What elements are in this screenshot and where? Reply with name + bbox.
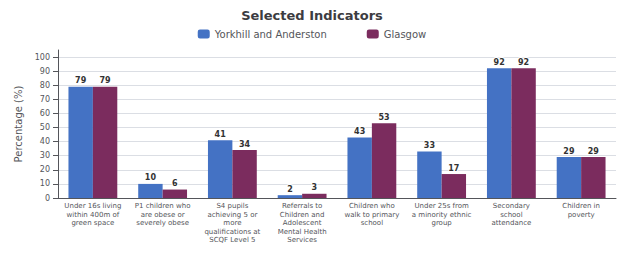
svg-text:29: 29: [588, 147, 600, 156]
svg-text:33: 33: [424, 141, 435, 150]
svg-text:Under 16s living: Under 16s living: [64, 202, 121, 210]
svg-text:2: 2: [287, 185, 293, 194]
svg-text:poverty: poverty: [568, 211, 595, 219]
svg-text:Children and: Children and: [280, 211, 325, 219]
svg-text:80: 80: [40, 81, 50, 90]
svg-text:S4 pupils: S4 pupils: [216, 202, 248, 210]
svg-text:Adolescent: Adolescent: [283, 219, 322, 227]
svg-text:50: 50: [40, 123, 50, 132]
svg-text:within 400m of: within 400m of: [67, 211, 120, 219]
svg-text:Under 25s from: Under 25s from: [414, 202, 469, 210]
svg-text:Percentage (%): Percentage (%): [13, 86, 24, 163]
svg-text:79: 79: [100, 76, 112, 85]
svg-text:70: 70: [40, 95, 50, 104]
svg-text:school: school: [500, 211, 522, 219]
svg-text:43: 43: [354, 127, 365, 136]
svg-text:more: more: [223, 219, 241, 227]
svg-text:53: 53: [379, 113, 390, 122]
svg-text:Glasgow: Glasgow: [384, 29, 427, 40]
svg-text:severely obese: severely obese: [136, 219, 189, 227]
svg-text:20: 20: [40, 165, 50, 174]
svg-text:walk to primary: walk to primary: [344, 211, 399, 219]
svg-text:30: 30: [40, 151, 50, 160]
svg-text:41: 41: [215, 130, 227, 139]
svg-text:100: 100: [35, 53, 50, 62]
svg-text:79: 79: [75, 76, 87, 85]
svg-text:P1 children who: P1 children who: [135, 202, 191, 210]
svg-text:92: 92: [494, 58, 505, 67]
svg-text:Selected Indicators: Selected Indicators: [241, 8, 383, 23]
svg-text:green space: green space: [71, 219, 114, 227]
svg-text:17: 17: [448, 164, 459, 173]
svg-text:92: 92: [518, 58, 529, 67]
svg-text:Services: Services: [287, 236, 317, 244]
svg-text:10: 10: [145, 173, 157, 182]
svg-text:Referrals to: Referrals to: [282, 202, 322, 210]
svg-text:Children in: Children in: [562, 202, 600, 210]
svg-text:60: 60: [40, 109, 50, 118]
svg-text:Yorkhill and Anderston: Yorkhill and Anderston: [214, 29, 327, 40]
svg-text:qualifications at: qualifications at: [204, 228, 260, 236]
svg-text:6: 6: [172, 179, 178, 188]
svg-text:group: group: [431, 219, 452, 227]
svg-text:a minority ethnic: a minority ethnic: [412, 211, 472, 219]
svg-text:SCQF Level 5: SCQF Level 5: [209, 236, 255, 244]
svg-text:Mental Health: Mental Health: [278, 228, 327, 236]
svg-text:34: 34: [239, 140, 251, 149]
svg-text:0: 0: [45, 194, 50, 203]
svg-text:10: 10: [40, 179, 50, 188]
svg-text:are obese or: are obese or: [141, 211, 185, 219]
svg-text:29: 29: [563, 147, 575, 156]
svg-text:90: 90: [40, 67, 50, 76]
svg-text:3: 3: [312, 183, 318, 192]
svg-text:Secondary: Secondary: [493, 202, 530, 210]
svg-text:attendance: attendance: [491, 219, 531, 227]
svg-text:school: school: [361, 219, 383, 227]
svg-text:Children who: Children who: [349, 202, 395, 210]
svg-text:achieving 5 or: achieving 5 or: [207, 211, 257, 219]
svg-text:40: 40: [40, 137, 50, 146]
